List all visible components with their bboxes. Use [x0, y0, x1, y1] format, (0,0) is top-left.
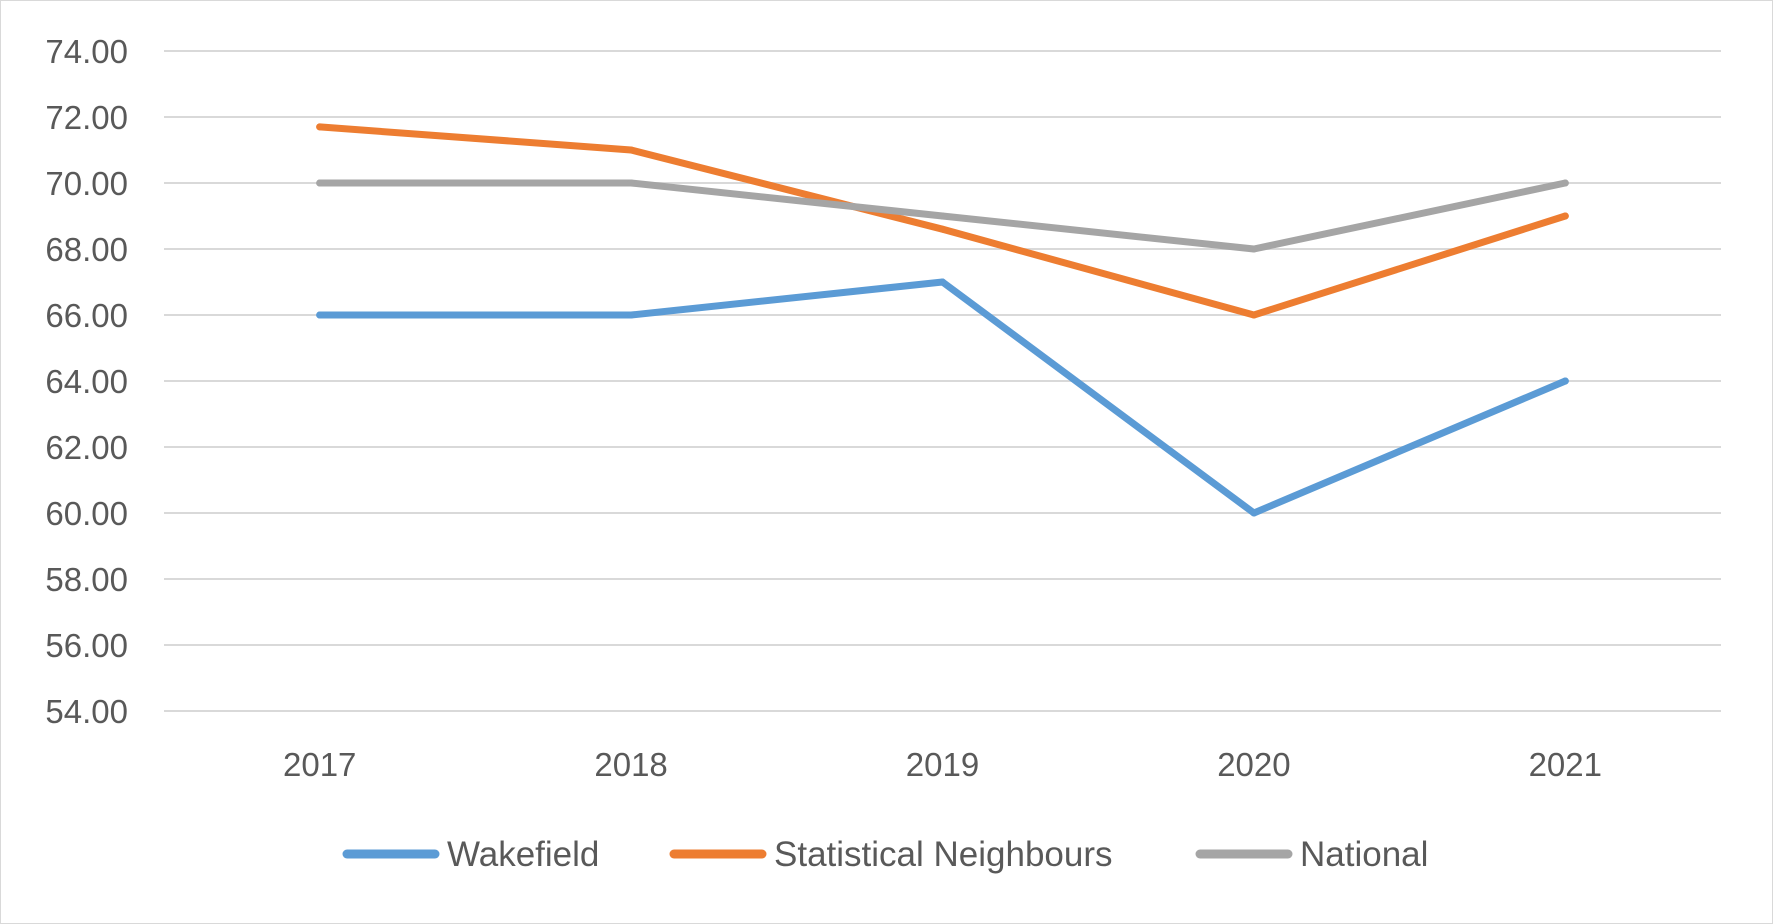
data-point [1561, 179, 1569, 187]
data-point [1561, 212, 1569, 220]
gridlines [164, 50, 1721, 712]
x-tick-label: 2020 [1217, 746, 1290, 783]
x-tick-label: 2018 [594, 746, 667, 783]
data-point [1250, 245, 1258, 253]
legend-label: National [1300, 835, 1428, 874]
y-tick-label: 74.00 [45, 33, 128, 70]
data-point [939, 278, 946, 286]
y-tick-label: 64.00 [45, 363, 128, 400]
data-point [627, 146, 635, 154]
data-point [316, 123, 324, 131]
legend-label: Statistical Neighbours [774, 835, 1113, 874]
data-point [1250, 509, 1258, 517]
data-point [1561, 377, 1569, 385]
series-line-wakefield [316, 278, 1569, 517]
data-point [1250, 311, 1258, 319]
x-tick-label: 2017 [283, 746, 356, 783]
data-point [627, 311, 635, 319]
y-tick-label: 56.00 [45, 627, 128, 664]
legend: Wakefield Statistical Neighbours National [342, 835, 1428, 874]
y-tick-label: 66.00 [45, 297, 128, 334]
series-lines [316, 123, 1569, 517]
y-tick-label: 72.00 [45, 99, 128, 136]
y-tick-label: 58.00 [45, 561, 128, 598]
x-tick-label: 2021 [1529, 746, 1602, 783]
data-point [939, 212, 946, 220]
y-tick-label: 60.00 [45, 495, 128, 532]
x-tick-label: 2019 [906, 746, 979, 783]
data-point [627, 179, 635, 187]
y-tick-label: 68.00 [45, 231, 128, 268]
data-point [939, 225, 946, 233]
legend-label: Wakefield [447, 835, 599, 874]
y-tick-label: 70.00 [45, 165, 128, 202]
data-point [316, 179, 324, 187]
y-tick-label: 62.00 [45, 429, 128, 466]
y-axis-ticks: 54.00 56.00 58.00 60.00 62.00 64.00 66.00 68.00… [45, 33, 128, 730]
x-axis-ticks: 2017 2018 2019 2020 2021 [283, 746, 1602, 783]
data-point [316, 311, 324, 319]
y-tick-label: 54.00 [45, 693, 128, 730]
